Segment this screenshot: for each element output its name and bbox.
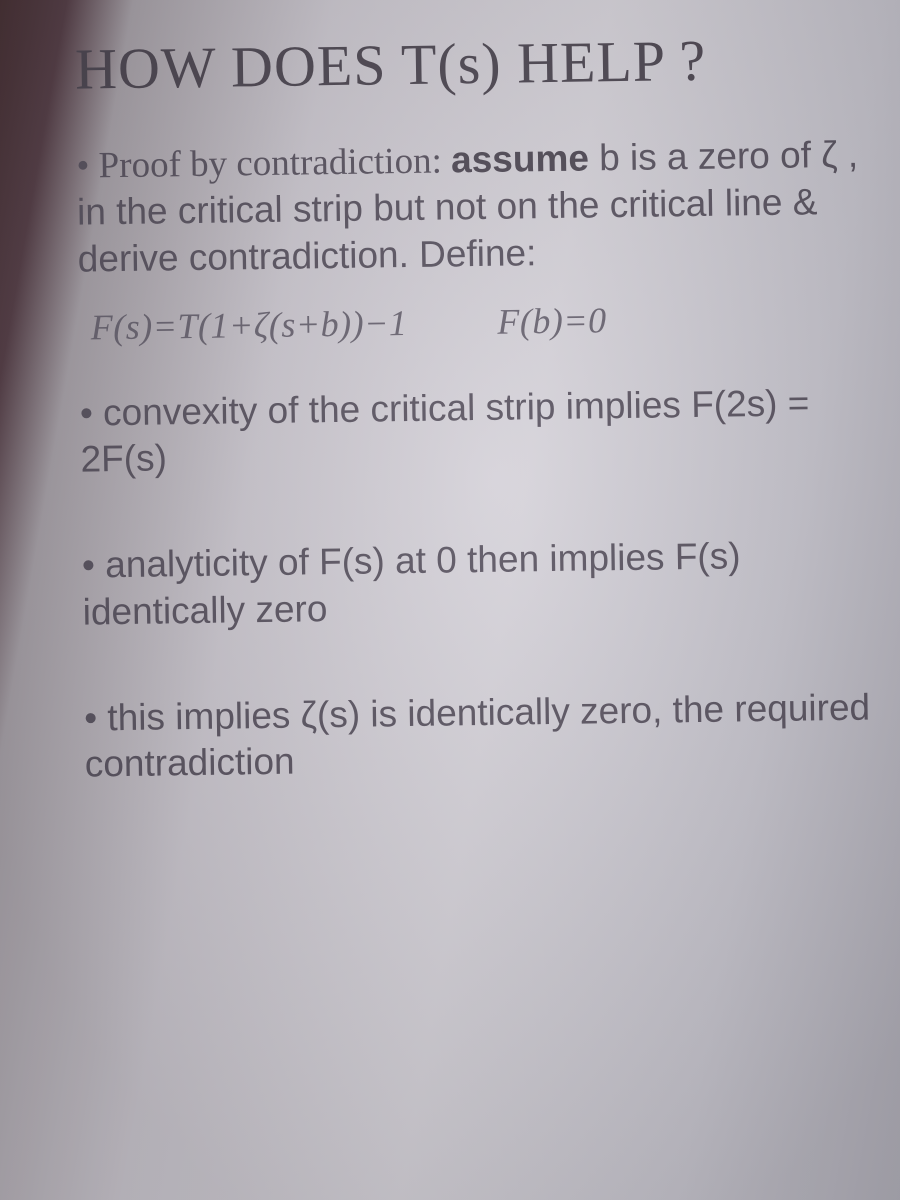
- slide-title: HOW DOES T(s) HELP ?: [75, 24, 876, 102]
- photo-frame: HOW DOES T(s) HELP ? • Proof by contradi…: [0, 0, 900, 1200]
- bullet-4: • this implies ζ(s) is identically zero,…: [84, 684, 885, 788]
- bullet-2: • convexity of the critical strip implie…: [80, 379, 881, 483]
- equation-row: F(s)=T(1+ζ(s+b))−1 F(b)=0: [90, 295, 879, 348]
- bullet-3: • analyticity of F(s) at 0 then implies …: [82, 532, 883, 636]
- slide-content: HOW DOES T(s) HELP ? • Proof by contradi…: [75, 24, 886, 811]
- bullet-1: • Proof by contradiction: assume b is a …: [76, 131, 878, 282]
- equation-F-at-b: F(b)=0: [497, 299, 607, 343]
- bullet-1-prefix: • Proof by contradiction:: [76, 140, 451, 186]
- equation-F-definition: F(s)=T(1+ζ(s+b))−1: [90, 302, 407, 348]
- bullet-1-bold: assume: [451, 137, 589, 180]
